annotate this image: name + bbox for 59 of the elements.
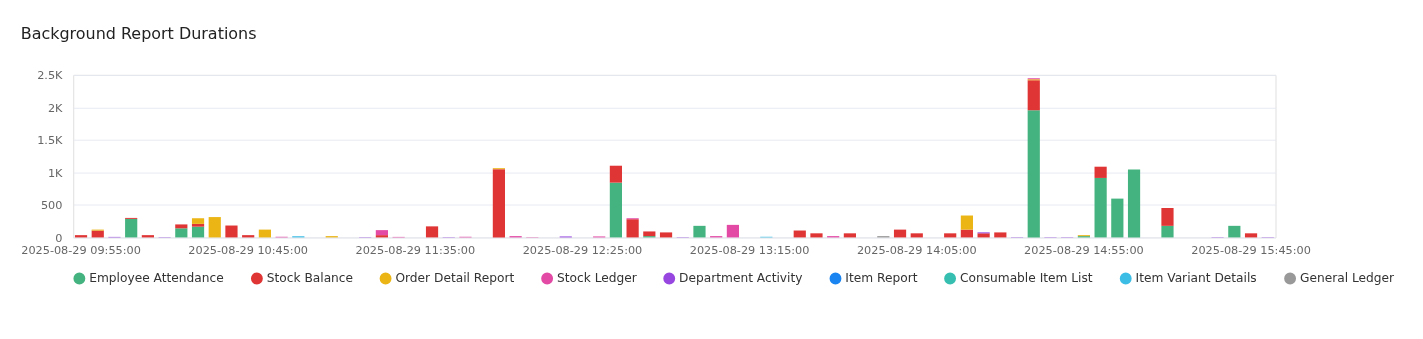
bar: [693, 225, 706, 238]
legend-label: Item Report: [845, 271, 918, 286]
bar: [626, 219, 639, 238]
bar: [977, 233, 990, 238]
legend-label: Stock Balance: [266, 271, 354, 286]
bar: [1161, 207, 1174, 226]
x-tick-label: 2025-08-29 14:05:00: [856, 243, 977, 257]
x-tick-label: 2025-08-29 09:55:00: [21, 243, 141, 257]
bar: [191, 223, 205, 227]
bar: [1228, 225, 1241, 238]
legend-label: Employee Attendance: [89, 271, 224, 286]
bar: [843, 233, 856, 238]
bar: [659, 232, 673, 238]
x-tick-label: 2025-08-29 15:45:00: [1191, 243, 1311, 257]
y-tick-label: 2.5K: [37, 69, 64, 83]
bar: [960, 215, 973, 230]
bar: [1094, 177, 1107, 238]
bar: [1027, 110, 1040, 238]
chart-title: Background Report Durations: [20, 24, 257, 44]
bar: [225, 225, 238, 238]
y-tick-label: 1K: [47, 166, 64, 180]
bar: [375, 230, 388, 236]
bar: [810, 233, 823, 238]
bar: [425, 226, 439, 238]
x-tick-label: 2025-08-29 12:25:00: [522, 243, 643, 257]
bar: [175, 224, 188, 229]
bar: [1111, 198, 1124, 238]
legend-label: Stock Ledger: [556, 271, 638, 286]
bar: [191, 226, 205, 238]
bar: [125, 218, 138, 238]
legend-label: Item Variant Details: [1135, 271, 1257, 286]
bar: [944, 233, 957, 238]
bar: [492, 169, 505, 238]
bar: [726, 224, 739, 238]
bar: [208, 217, 221, 238]
legend-label: Department Activity: [679, 271, 803, 286]
bar: [643, 231, 656, 237]
y-tick-label: 500: [40, 199, 63, 213]
x-tick-label: 2025-08-29 10:45:00: [188, 243, 309, 257]
legend-label: Order Detail Report: [395, 271, 515, 286]
bar: [191, 218, 205, 224]
bar: [175, 228, 188, 238]
legend-label: General Ledger: [1299, 271, 1396, 286]
bar: [1027, 80, 1040, 111]
bar: [910, 233, 923, 238]
x-tick-label: 2025-08-29 11:35:00: [355, 243, 476, 257]
y-tick-label: 2K: [47, 101, 64, 115]
bar: [609, 165, 622, 183]
bar: [1244, 233, 1258, 238]
x-tick-label: 2025-08-29 13:15:00: [689, 243, 810, 257]
y-tick-label: 0: [55, 231, 63, 245]
bar: [1094, 166, 1107, 178]
bar: [609, 182, 622, 238]
x-tick-label: 2025-08-29 14:55:00: [1024, 243, 1144, 257]
bar: [1127, 169, 1141, 238]
legend-label: Consumable Item List: [959, 271, 1093, 286]
y-tick-label: 1.5K: [37, 134, 64, 148]
bar: [1161, 225, 1174, 238]
bar: [994, 232, 1007, 238]
